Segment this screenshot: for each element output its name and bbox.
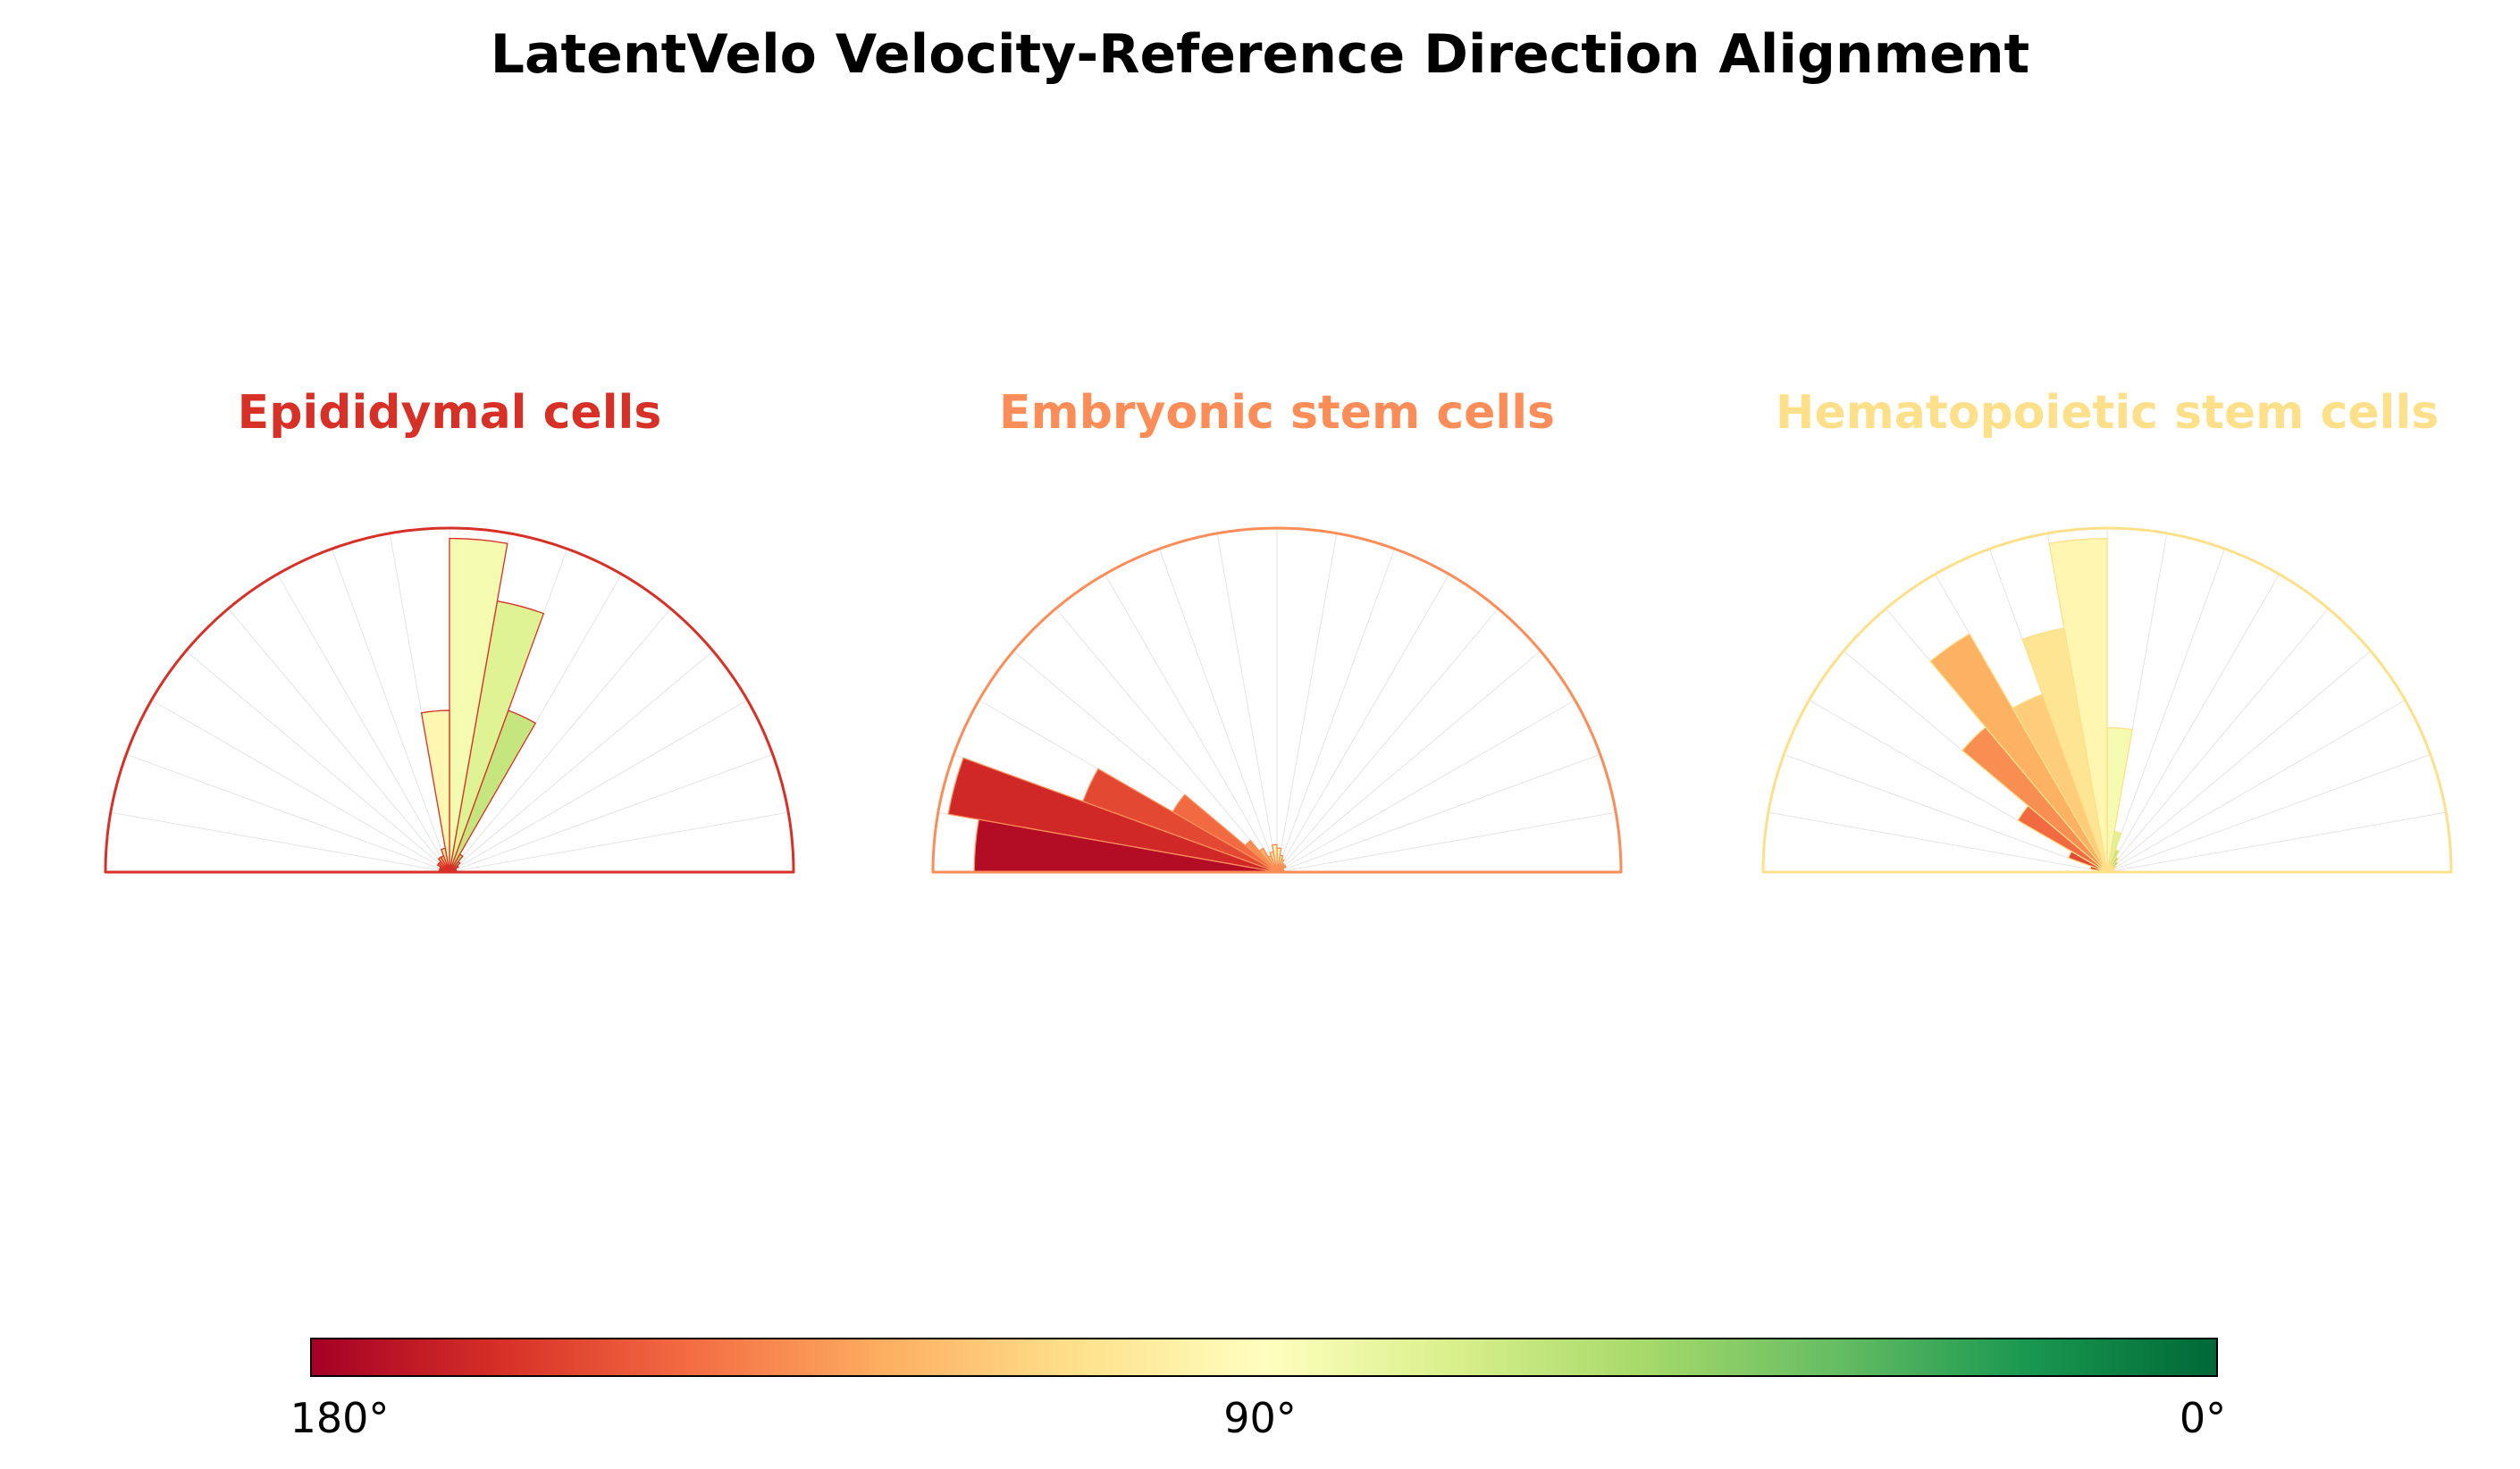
subplot-title-epididymal: Epididymal cells: [237, 386, 662, 440]
rose-chart-embryonic: [931, 526, 1623, 874]
colorbar-tick-180: 180°: [290, 1394, 390, 1442]
colorbar: [310, 1338, 2218, 1377]
subplot-title-hematopoietic: Hematopoietic stem cells: [1775, 386, 2440, 440]
colorbar-tick-0: 0°: [2179, 1394, 2227, 1442]
figure-title: LatentVelo Velocity-Reference Direction …: [490, 23, 2030, 86]
subplot-title-embryonic: Embryonic stem cells: [998, 386, 1556, 440]
rose-chart-hematopoietic: [1761, 526, 2453, 874]
colorbar-tick-90: 90°: [1223, 1394, 1297, 1442]
rose-chart-epididymal: [104, 526, 795, 874]
